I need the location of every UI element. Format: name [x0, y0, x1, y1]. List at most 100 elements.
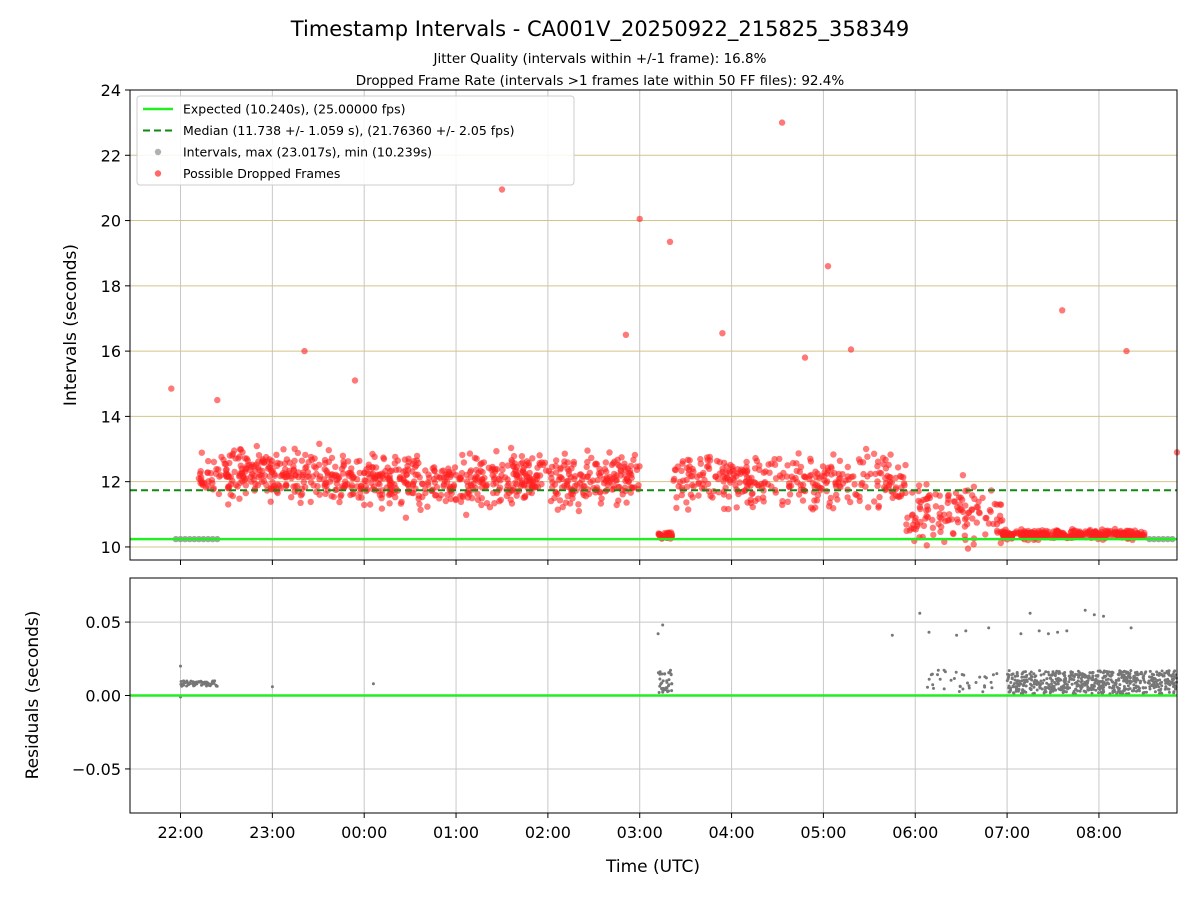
residual-point	[1172, 685, 1175, 689]
dropped-frame-point	[569, 490, 577, 498]
dropped-frame-point	[955, 494, 963, 501]
dropped-frame-point	[499, 466, 506, 473]
residual-point	[1129, 626, 1133, 630]
dropped-frame-point	[467, 467, 475, 474]
residual-point	[179, 680, 183, 683]
residual-point	[927, 630, 931, 634]
dropped-frame-point	[876, 493, 883, 501]
dropped-frame-point	[743, 463, 750, 471]
dropped-frame-point	[227, 491, 234, 498]
dropped-frame-point	[497, 496, 505, 504]
residual-point	[1044, 686, 1048, 690]
residual-point	[179, 682, 183, 686]
residual-point	[1083, 673, 1087, 677]
residual-point	[185, 684, 189, 688]
residual-point	[1051, 672, 1055, 676]
dropped-frame-point	[956, 501, 963, 508]
dropped-frame-point	[909, 511, 916, 518]
dropped-frame-point	[553, 457, 560, 464]
dropped-frame-point	[440, 483, 447, 490]
residual-point	[1172, 670, 1176, 674]
residual-point	[1077, 675, 1080, 679]
dropped-frame-point	[561, 461, 568, 469]
dropped-frame-point	[208, 476, 216, 484]
residual-point	[1143, 671, 1147, 675]
dropped-frame-point	[743, 458, 750, 466]
residual-point	[1070, 682, 1074, 686]
dropped-frame-point	[325, 447, 332, 454]
dropped-frame-point	[970, 541, 977, 548]
dropped-frame-point	[835, 470, 842, 478]
residual-point	[952, 677, 956, 680]
dropped-frame-outlier-point	[636, 215, 643, 223]
dropped-frame-point	[608, 461, 616, 468]
dropped-frame-point	[962, 502, 969, 509]
dropped-frame-point	[655, 531, 662, 538]
residual-point	[1042, 690, 1046, 694]
dropped-frame-outlier-point	[778, 119, 786, 126]
dropped-frame-point	[342, 482, 349, 489]
dropped-frame-point	[917, 505, 924, 513]
residual-point	[964, 629, 968, 633]
dropped-frame-point	[821, 472, 828, 480]
dropped-frame-point	[903, 521, 910, 528]
dropped-frame-point	[885, 461, 892, 469]
residual-point	[1050, 688, 1054, 692]
dropped-frame-point	[250, 476, 257, 483]
dropped-frame-point	[404, 481, 411, 488]
dropped-frame-point	[567, 500, 574, 507]
dropped-frame-point	[340, 458, 347, 465]
residual-point	[1012, 682, 1016, 686]
dropped-frame-point	[281, 460, 288, 467]
dropped-frame-point	[592, 460, 599, 467]
dropped-frame-point	[239, 449, 246, 456]
dropped-frame-point	[743, 468, 751, 476]
residual-point	[1090, 691, 1094, 695]
dropped-frame-point	[451, 464, 459, 471]
dropped-frame-point	[1017, 531, 1025, 538]
dropped-frame-point	[814, 492, 822, 499]
residual-point	[1159, 687, 1163, 691]
residual-point	[1083, 608, 1087, 612]
dropped-frame-point	[416, 500, 423, 508]
dropped-frame-point	[460, 459, 468, 466]
residual-point	[1032, 691, 1036, 695]
dropped-frame-point	[713, 457, 721, 465]
dropped-frame-point	[851, 481, 858, 488]
residual-point	[1049, 673, 1053, 677]
dropped-frame-point	[823, 478, 831, 485]
dropped-frame-point	[874, 482, 881, 489]
residual-point	[1128, 676, 1132, 680]
residual-point	[666, 689, 670, 693]
residual-point	[967, 686, 971, 690]
residual-point	[1094, 688, 1098, 692]
x-tick-label: 02:00	[525, 823, 571, 842]
top-y-tick-label: 10	[101, 538, 121, 557]
residual-point	[1065, 629, 1069, 633]
residual-point	[981, 690, 985, 694]
residual-point	[1064, 676, 1067, 680]
residual-point	[1058, 677, 1062, 681]
dropped-frame-point	[628, 471, 635, 479]
residual-point	[1118, 669, 1122, 673]
dropped-frame-point	[431, 479, 438, 486]
dropped-frame-point	[386, 477, 393, 484]
residual-point	[890, 633, 894, 637]
residual-point	[1136, 678, 1140, 682]
dropped-frame-point	[716, 470, 723, 477]
residual-point	[978, 675, 982, 679]
dropped-frame-outlier-point	[719, 330, 726, 337]
top-y-tick-label: 24	[101, 81, 121, 100]
residual-point	[1160, 684, 1164, 688]
dropped-frame-point	[478, 476, 486, 483]
residual-point	[1041, 681, 1045, 685]
dropped-frame-point	[819, 463, 827, 470]
dropped-frame-point	[705, 465, 713, 472]
dropped-frame-point	[344, 458, 352, 465]
dropped-frame-point	[575, 501, 582, 508]
dropped-frame-point	[415, 492, 422, 499]
residual-point	[1054, 677, 1058, 681]
dropped-frame-point	[1004, 529, 1012, 536]
dropped-frame-point	[270, 483, 277, 491]
residual-point	[1097, 691, 1101, 695]
